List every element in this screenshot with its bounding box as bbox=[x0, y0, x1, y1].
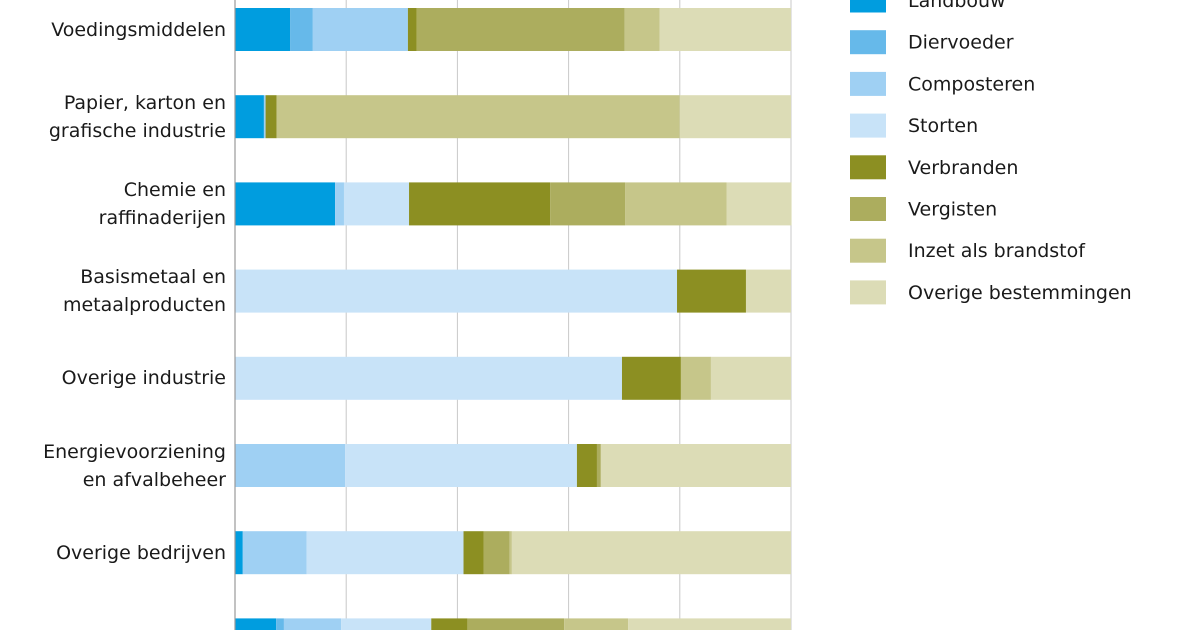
bar-segment bbox=[680, 356, 711, 400]
bar-segment bbox=[679, 95, 791, 139]
legend-swatch bbox=[850, 155, 886, 180]
bar-segment bbox=[341, 618, 432, 630]
legend-swatch bbox=[850, 197, 886, 221]
bar-segment bbox=[628, 618, 791, 630]
bar-segment bbox=[625, 182, 727, 226]
bar-segment bbox=[463, 531, 484, 575]
bar-segment bbox=[467, 618, 565, 630]
legend-swatch bbox=[850, 238, 886, 263]
legend-label: Inzet als brandstof bbox=[908, 240, 1086, 262]
bar-segment bbox=[235, 618, 277, 630]
legend-swatch bbox=[850, 113, 886, 138]
bar-segment bbox=[306, 531, 464, 575]
bar-segment bbox=[511, 531, 791, 575]
bar-segment bbox=[335, 182, 344, 226]
bar-segment bbox=[483, 531, 510, 575]
bar-segment bbox=[345, 444, 577, 487]
bar-segment bbox=[596, 444, 601, 487]
bar-segment bbox=[710, 356, 791, 400]
legend-label: Verbranden bbox=[908, 157, 1018, 179]
bar-segment bbox=[407, 8, 417, 51]
bar-segment bbox=[621, 356, 681, 400]
bar-segment bbox=[409, 182, 551, 226]
category-label: Energievoorziening en afvalbeheer bbox=[43, 440, 226, 491]
legend-label: Overige bestemmingen bbox=[908, 282, 1132, 304]
legend-swatch bbox=[850, 30, 886, 55]
legend-label: Landbouw bbox=[908, 0, 1006, 12]
category-label: Papier, karton en grafische industrie bbox=[48, 91, 226, 142]
bar-segment bbox=[564, 618, 629, 630]
bar-segment bbox=[677, 269, 746, 313]
bar-segment bbox=[235, 444, 346, 487]
bar-segment bbox=[659, 8, 791, 51]
category-label: Chemie en raffinaderijen bbox=[98, 178, 226, 229]
legend-label: Composteren bbox=[908, 73, 1035, 95]
legend-label: Diervoeder bbox=[908, 32, 1014, 54]
bar-segment bbox=[235, 356, 622, 400]
bar-segment bbox=[509, 531, 512, 575]
bar-segment bbox=[726, 182, 792, 226]
bar-segment bbox=[235, 531, 243, 575]
legend-label: Storten bbox=[908, 115, 978, 137]
category-label: Voedingsmiddelen bbox=[51, 18, 226, 41]
bar-segment bbox=[235, 8, 291, 51]
bar-segment bbox=[276, 618, 284, 630]
legend-swatch bbox=[850, 0, 886, 13]
bar-segment bbox=[431, 618, 468, 630]
category-label: Overige bedrijven bbox=[56, 541, 226, 564]
legend-label: Vergisten bbox=[908, 199, 997, 221]
category-label: Overige industrie bbox=[61, 367, 226, 390]
bar-segment bbox=[290, 8, 313, 51]
bar-segment bbox=[235, 182, 336, 226]
bar-segment bbox=[600, 444, 791, 487]
bar-segment bbox=[265, 95, 277, 139]
bar-segment bbox=[624, 8, 660, 51]
bar-segment bbox=[235, 269, 678, 313]
bar-segment bbox=[416, 8, 625, 51]
bar-segment bbox=[283, 618, 342, 630]
legend-swatch bbox=[850, 280, 886, 305]
bar-segment bbox=[576, 444, 597, 487]
bar-segment bbox=[242, 531, 307, 575]
bar-segment bbox=[276, 95, 680, 139]
legend-swatch bbox=[850, 71, 886, 96]
bar-segment bbox=[745, 269, 791, 313]
bar-segment bbox=[550, 182, 626, 226]
bar-segment bbox=[235, 95, 264, 139]
bar-segment bbox=[263, 95, 266, 139]
category-label: Basismetaal en metaalproducten bbox=[62, 266, 226, 317]
bar-segment bbox=[312, 8, 408, 51]
bar-segment bbox=[343, 182, 410, 226]
